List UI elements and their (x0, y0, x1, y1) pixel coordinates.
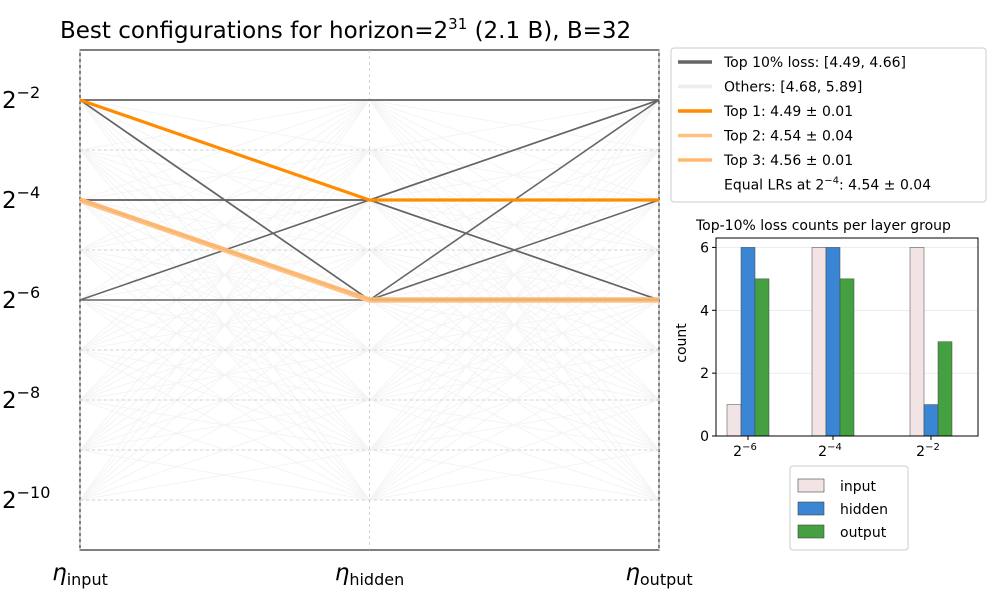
y-tick-label: 2−6 (2, 283, 40, 314)
bar-y-tick-label: 6 (700, 240, 709, 256)
bar-hidden (923, 404, 939, 437)
legend: Top 10% loss: [4.49, 4.66] Others: [4.68,… (670, 47, 987, 203)
bar-legend-label-input: input (840, 479, 877, 495)
y-tick-label: 2−2 (2, 83, 40, 114)
bar-chart-title: Top-10% loss counts per layer group (695, 218, 951, 234)
top3-line (79, 197, 659, 300)
bar-output (754, 278, 770, 437)
legend-label-equal: Equal LRs at 2−4: 4.54 ± 0.04 (724, 176, 931, 194)
legend-frame (670, 47, 987, 203)
bar-input (726, 404, 742, 437)
legend-label-top1: Top 1: 4.49 ± 0.01 (723, 104, 853, 120)
bar-legend-label-hidden: hidden (840, 502, 888, 518)
bar-x-tick-label: 2−6 (733, 442, 757, 460)
y-tick-label: 2−4 (2, 183, 40, 214)
bar-legend-label-output: output (840, 525, 887, 541)
axis-label-hidden: ηhidden (335, 560, 404, 589)
bar-input (909, 247, 925, 437)
parallel-plot: 2−2 2−4 2−6 2−8 2−10 ηinput ηhidden ηoutput (2, 49, 693, 589)
bar-y-tick-label: 2 (700, 366, 709, 382)
bar-chart: Top-10% loss counts per layer group coun… (674, 218, 979, 460)
legend-label-top3: Top 3: 4.56 ± 0.01 (723, 153, 853, 169)
axis-label-input: ηinput (52, 560, 108, 589)
bar-hidden (825, 247, 841, 437)
y-tick-label: 2−10 (2, 483, 50, 514)
bar-y-label: count (674, 323, 690, 363)
bar-output (937, 341, 953, 437)
top2-line (79, 200, 659, 303)
bar-x-tick-label: 2−4 (818, 442, 842, 460)
bar-legend-swatch-hidden (797, 501, 825, 516)
bar-legend: input hidden output (789, 465, 909, 551)
bar-frame (715, 237, 979, 437)
bars (726, 247, 953, 437)
bar-input (811, 247, 827, 437)
axis-labels: ηinput ηhidden ηoutput (52, 560, 693, 589)
top-config-lines (79, 98, 659, 303)
top1-line (79, 98, 659, 202)
legend-label-top2: Top 2: 4.54 ± 0.04 (723, 129, 853, 145)
bar-output (839, 278, 855, 437)
legend-label-others: Others: [4.68, 5.89] (724, 80, 862, 96)
axis-label-output: ηoutput (625, 560, 692, 589)
chart-title: Best configurations for horizon=231 (2.1… (60, 15, 631, 44)
bar-hidden (740, 247, 756, 437)
bar-legend-swatch-output (797, 524, 825, 539)
legend-label-top10: Top 10% loss: [4.49, 4.66] (723, 55, 906, 71)
bar-y-tick-label: 0 (700, 429, 709, 445)
y-tick-label: 2−8 (2, 383, 40, 414)
bar-legend-swatch-input (797, 478, 825, 493)
bar-axis-labels: 0 2 4 6 2−6 2−4 2−2 (700, 240, 940, 460)
bar-x-tick-label: 2−2 (916, 442, 940, 460)
bar-y-tick-label: 4 (700, 303, 709, 319)
y-tick-labels: 2−2 2−4 2−6 2−8 2−10 (2, 83, 50, 514)
